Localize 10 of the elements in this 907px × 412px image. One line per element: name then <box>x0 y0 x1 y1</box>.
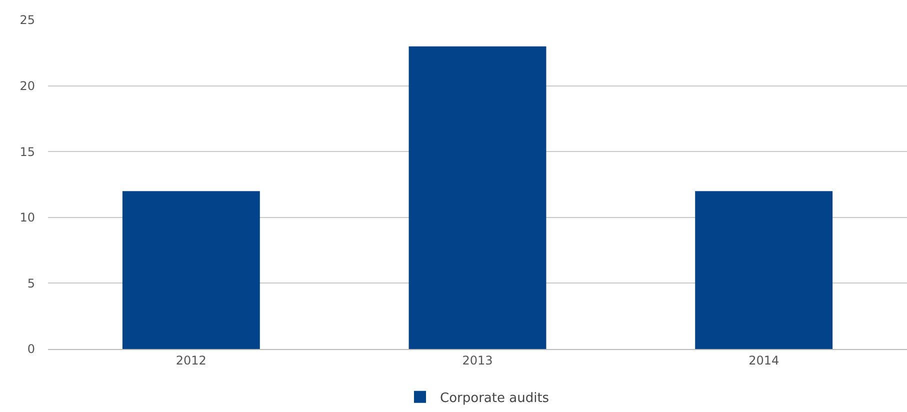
x-tick-label: 2014 <box>748 353 780 368</box>
y-tick-label: 20 <box>20 79 35 93</box>
x-tick-label: 2012 <box>176 353 206 368</box>
y-tick-label: 5 <box>27 276 35 290</box>
y-tick-label: 15 <box>20 144 35 159</box>
y-tick-label: 25 <box>20 13 35 28</box>
y-tick-label: 10 <box>20 210 35 225</box>
x-tick-label: 2013 <box>462 353 493 368</box>
legend-label: Corporate audits <box>440 390 550 406</box>
y-tick-label: 0 <box>27 342 35 356</box>
